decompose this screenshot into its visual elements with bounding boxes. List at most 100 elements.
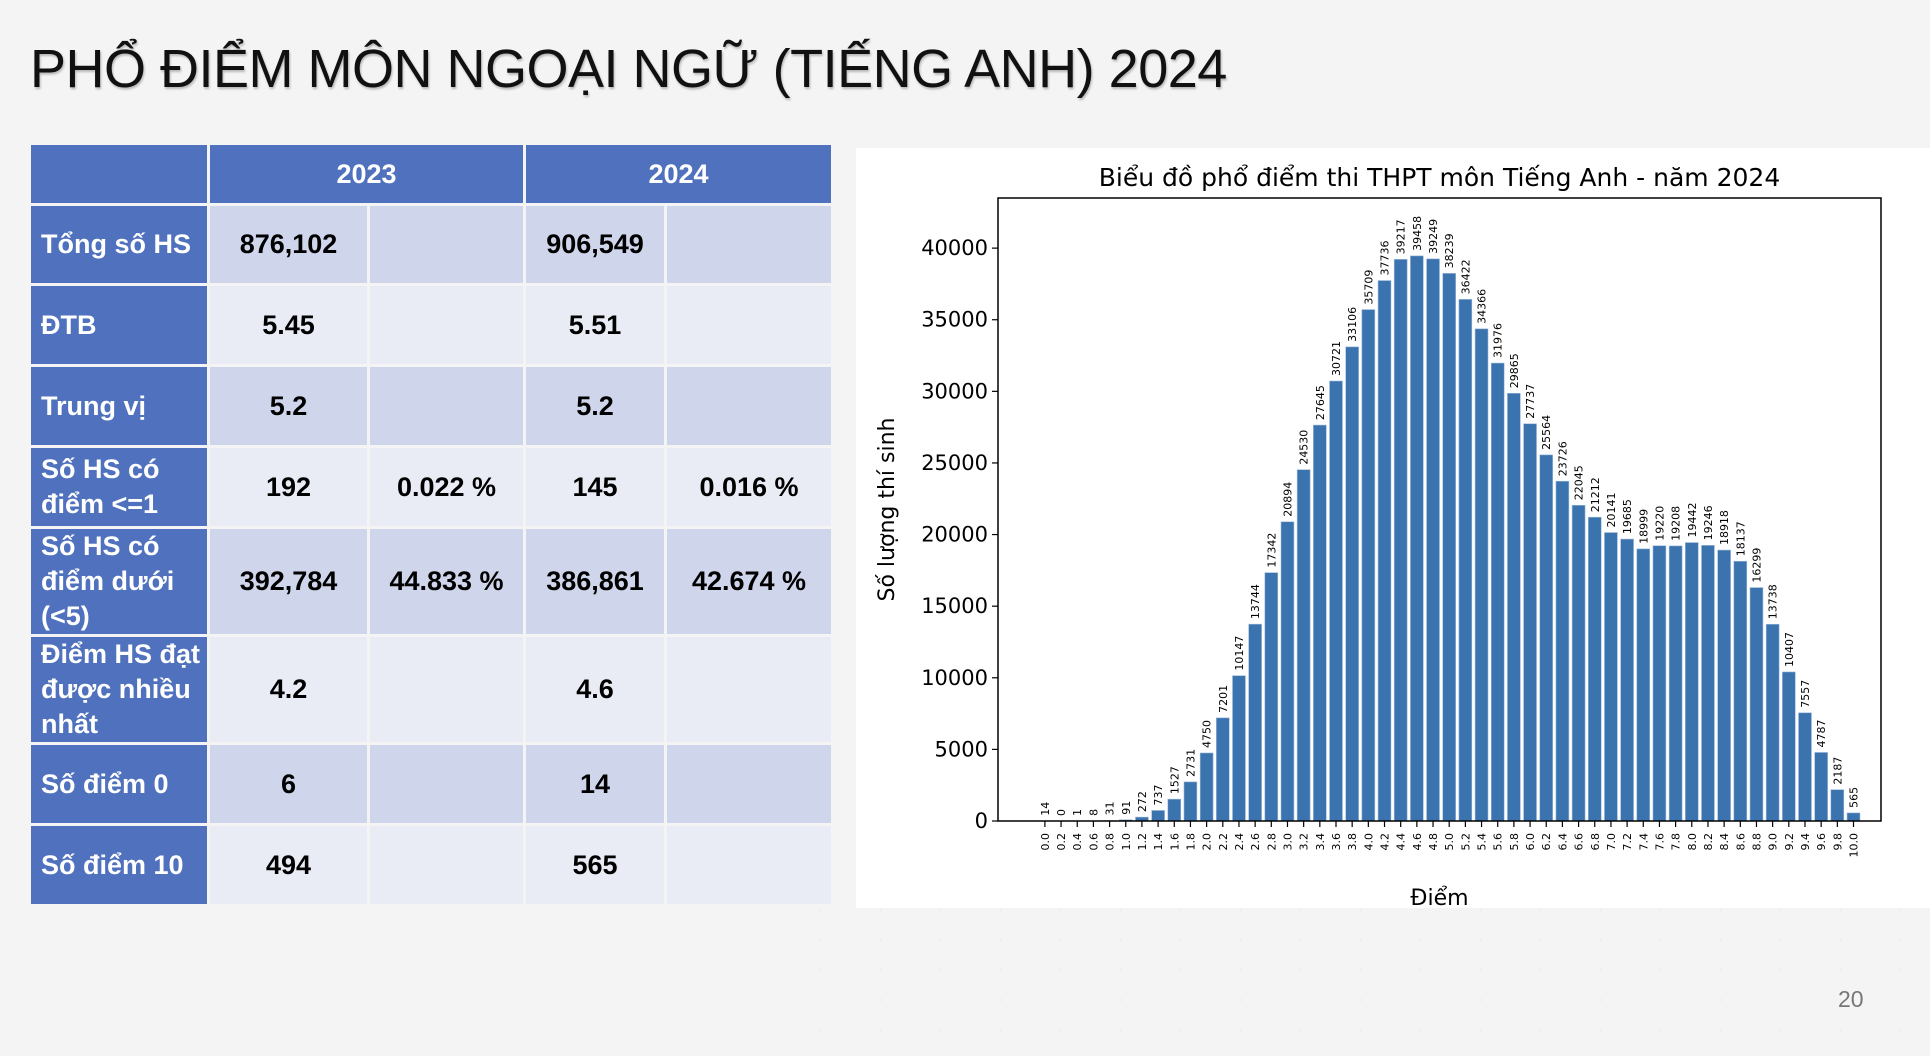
bar [1280, 521, 1295, 822]
bar [1442, 273, 1456, 822]
header-2024: 2024 [526, 145, 831, 203]
bar [1717, 549, 1731, 822]
x-tick-label: 0.0 [1039, 833, 1052, 851]
bar-data-label: 39249 [1427, 219, 1440, 254]
x-tick-label: 1.8 [1184, 833, 1197, 851]
plot-frame [997, 197, 1882, 822]
bar [1377, 280, 1392, 822]
bar-data-label: 39217 [1395, 219, 1408, 254]
bar-data-label: 35709 [1362, 270, 1375, 305]
x-tick-label: 4.0 [1362, 833, 1375, 851]
table-row: Trung vị 5.2 5.2 [31, 367, 831, 445]
bar [1361, 309, 1376, 822]
bar-data-label: 10147 [1233, 636, 1246, 671]
x-tick-label: 8.6 [1734, 833, 1747, 851]
x-tick-label: 6.0 [1524, 833, 1537, 851]
x-tick-label: 2.0 [1201, 833, 1214, 851]
bar [1523, 423, 1537, 822]
cell-p2023 [370, 745, 523, 823]
cell-p2023 [370, 826, 523, 904]
bar-data-label: 36422 [1459, 259, 1472, 294]
bar [1587, 516, 1602, 822]
bar [1345, 346, 1359, 822]
cell-p2024 [667, 206, 831, 283]
bar [1571, 504, 1586, 822]
bar [1830, 789, 1845, 822]
cell-v2023: 876,102 [210, 206, 367, 283]
bar-data-label: 4787 [1815, 719, 1828, 747]
x-tick-label: 2.2 [1217, 833, 1230, 851]
x-tick-label: 9.2 [1783, 833, 1796, 851]
cell-p2024 [667, 286, 831, 364]
header-empty-cell [31, 145, 207, 203]
bar [1151, 810, 1165, 822]
bar-data-label: 18918 [1718, 510, 1731, 545]
x-tick-label: 8.4 [1718, 833, 1731, 851]
x-tick-label: 7.8 [1670, 833, 1683, 851]
x-tick-label: 2.4 [1233, 833, 1246, 851]
stats-table: 2023 2024 Tổng số HS 876,102 906,549 ĐTB 5.4… [28, 142, 834, 907]
row-label: Số HS có điểm <=1 [31, 448, 207, 526]
x-tick-label: 2.8 [1265, 833, 1278, 851]
cell-p2023 [370, 286, 523, 364]
y-tick-label: 30000 [921, 379, 988, 403]
bar-data-label: 7201 [1217, 685, 1230, 713]
x-tick-label: 4.2 [1379, 833, 1392, 851]
bar-data-label: 21212 [1589, 477, 1602, 512]
bar [1620, 538, 1634, 822]
bar-data-label: 24530 [1298, 430, 1311, 465]
x-tick-label: 2.6 [1249, 833, 1262, 851]
bar-data-label: 14 [1039, 802, 1052, 816]
x-tick-label: 1.0 [1120, 833, 1133, 851]
y-tick-label: 20000 [921, 523, 988, 547]
bar-data-label: 91 [1120, 801, 1133, 815]
y-tick-label: 25000 [921, 451, 988, 475]
bar-data-label: 27645 [1314, 385, 1327, 420]
bar [1329, 380, 1343, 822]
bar [1507, 392, 1521, 822]
bar [1393, 259, 1408, 822]
x-tick-label: 5.6 [1492, 833, 1505, 851]
bar-data-label: 4750 [1201, 720, 1214, 748]
x-tick-label: 7.0 [1605, 833, 1618, 851]
cell-p2024 [667, 826, 831, 904]
bar [1183, 781, 1198, 822]
y-tick-label: 40000 [921, 236, 988, 260]
row-label: Tổng số HS [31, 206, 207, 283]
bar [1410, 255, 1424, 822]
row-label: Số HS có điểm dưới (<5) [31, 529, 207, 634]
cell-v2023: 192 [210, 448, 367, 526]
bar-data-label: 19208 [1670, 506, 1683, 541]
row-label: ĐTB [31, 286, 207, 364]
bar-data-label: 33106 [1346, 307, 1359, 342]
bar [1701, 545, 1715, 822]
x-tick-label: 7.4 [1637, 833, 1650, 851]
bar-chart: Biểu đồ phổ điểm thi THPT môn Tiếng Anh … [875, 163, 1882, 911]
bar-data-label: 38239 [1443, 233, 1456, 268]
cell-p2023 [370, 206, 523, 283]
bar-data-label: 19246 [1702, 505, 1715, 540]
x-tick-label: 5.4 [1476, 833, 1489, 851]
bar-data-label: 7557 [1799, 680, 1812, 708]
y-tick-label: 10000 [921, 666, 988, 690]
bar [1798, 712, 1812, 822]
table-row: Tổng số HS 876,102 906,549 [31, 206, 831, 283]
x-tick-label: 3.2 [1298, 833, 1311, 851]
cell-v2024: 906,549 [526, 206, 664, 283]
x-tick-label: 0.8 [1104, 833, 1117, 851]
x-tick-label: 4.8 [1427, 833, 1440, 851]
y-tick-label: 5000 [935, 737, 988, 761]
bar-data-label: 1 [1071, 809, 1084, 816]
bar [1636, 548, 1651, 822]
x-tick-label: 3.6 [1330, 833, 1343, 851]
page-number: 20 [1838, 986, 1864, 1012]
table-header-row: 2023 2024 [31, 145, 831, 203]
bar-data-label: 8 [1087, 809, 1100, 816]
x-tick-label: 8.8 [1750, 833, 1763, 851]
table-row: Số điểm 10 494 565 [31, 826, 831, 904]
cell-v2024: 14 [526, 745, 664, 823]
table-row: Điểm HS đạt được nhiều nhất 4.2 4.6 [31, 637, 831, 742]
bar [1264, 572, 1279, 822]
bar [1426, 258, 1440, 822]
x-tick-label: 0.4 [1071, 833, 1084, 851]
